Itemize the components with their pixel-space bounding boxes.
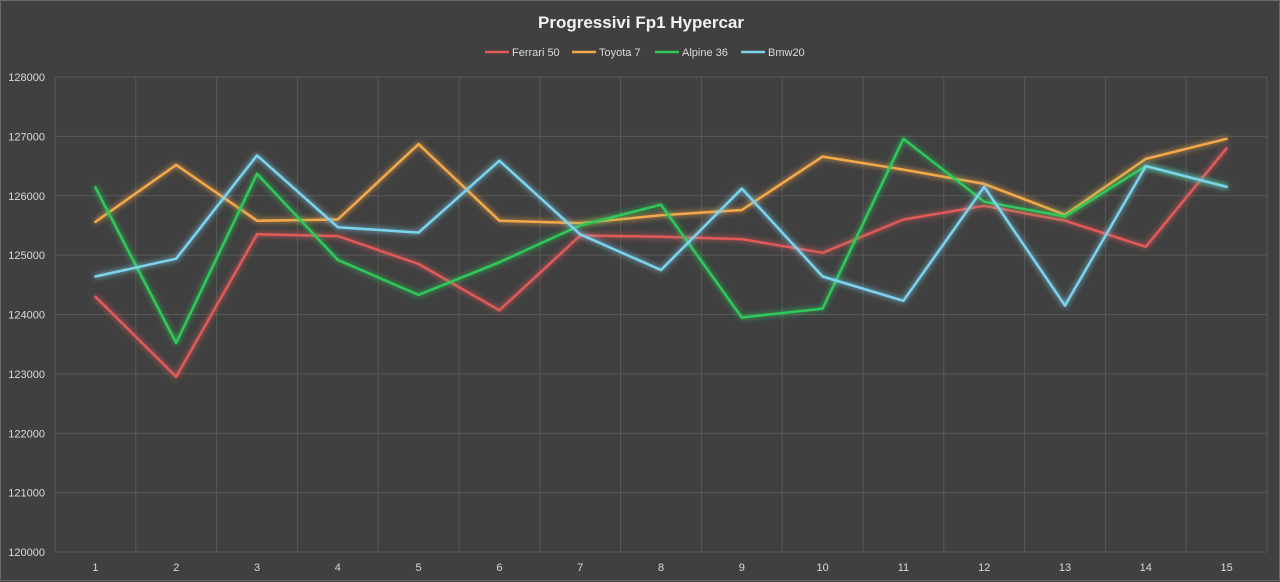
legend-label: Toyota 7 — [599, 47, 641, 59]
x-tick-label: 11 — [898, 562, 909, 574]
legend-label: Bmw20 — [768, 47, 805, 59]
legend: Ferrari 50 Toyota 7 Alpine 36 Bmw20 — [485, 47, 805, 59]
legend-label: Alpine 36 — [682, 47, 728, 59]
y-tick-label: 125000 — [8, 250, 45, 262]
x-tick-label: 6 — [496, 562, 502, 574]
x-tick-label: 7 — [577, 562, 583, 574]
x-tick-label: 4 — [335, 562, 341, 574]
series-line-2 — [94, 137, 1228, 225]
y-tick-label: 127000 — [8, 131, 45, 143]
y-tick-label: 128000 — [8, 72, 45, 84]
y-tick-label: 124000 — [8, 310, 45, 322]
legend-item: Toyota 7 — [572, 47, 641, 59]
x-tick-label: 1 — [92, 562, 98, 574]
x-tick-label: 13 — [1059, 562, 1071, 574]
x-axis: 1 2 3 4 5 6 7 8 9 10 11 12 13 14 15 — [92, 562, 1232, 574]
series-layer — [94, 137, 1228, 379]
series-line-1 — [94, 147, 1228, 379]
y-tick-label: 126000 — [8, 191, 45, 203]
legend-item: Alpine 36 — [655, 47, 728, 59]
x-tick-label: 15 — [1220, 562, 1232, 574]
x-tick-label: 14 — [1140, 562, 1152, 574]
y-axis: 120000 121000 122000 123000 124000 125000 1260… — [8, 72, 45, 559]
x-tick-label: 9 — [739, 562, 745, 574]
x-tick-label: 8 — [658, 562, 664, 574]
x-tick-label: 10 — [816, 562, 828, 574]
legend-item: Ferrari 50 — [485, 47, 560, 59]
series-line-4 — [94, 154, 1228, 307]
x-tick-label: 12 — [978, 562, 990, 574]
y-tick-label: 122000 — [8, 428, 45, 440]
series-line-3 — [94, 137, 1228, 345]
legend-label: Ferrari 50 — [512, 47, 560, 59]
x-tick-label: 3 — [254, 562, 260, 574]
y-tick-label: 123000 — [8, 369, 45, 381]
grid-layer — [54, 76, 1268, 553]
x-tick-label: 5 — [416, 562, 422, 574]
y-tick-label: 121000 — [8, 488, 45, 500]
y-tick-label: 120000 — [8, 547, 45, 559]
chart-title: Progressivi Fp1 Hypercar — [538, 13, 744, 32]
x-tick-label: 2 — [173, 562, 179, 574]
legend-item: Bmw20 — [741, 47, 805, 59]
